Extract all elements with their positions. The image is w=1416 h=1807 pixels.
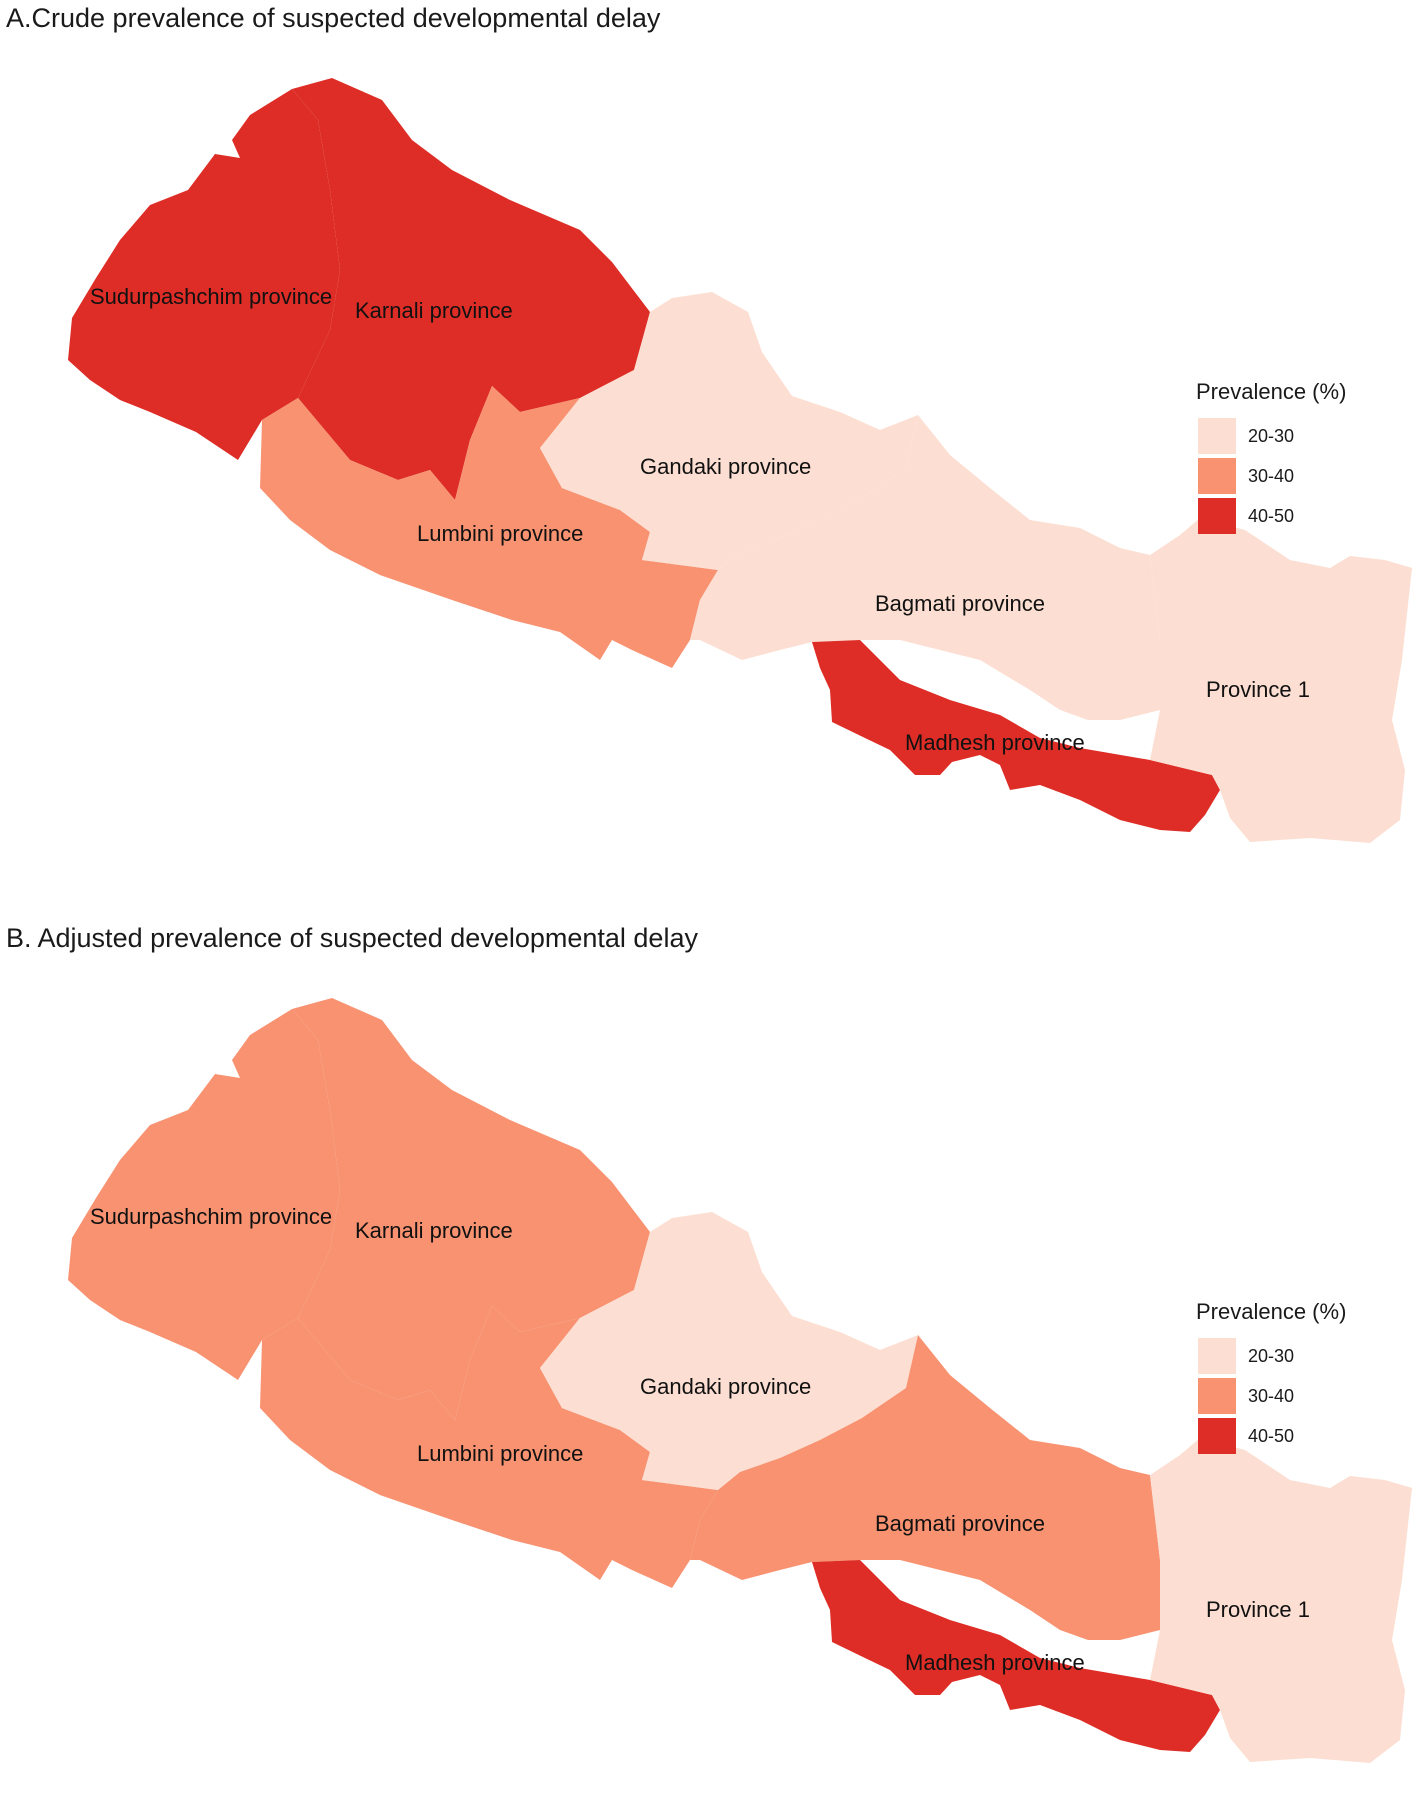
province-gandaki — [540, 1212, 918, 1490]
province-sudurpashchim — [68, 1009, 340, 1380]
province-label: Gandaki province — [640, 1374, 811, 1399]
legend-label: 40-50 — [1248, 505, 1295, 526]
province-sudurpashchim — [68, 89, 340, 460]
legend-label: 30-40 — [1248, 465, 1295, 486]
province-label: Gandaki province — [640, 454, 811, 479]
legend-item: 40-50 — [1196, 1416, 1386, 1456]
province-label: Province 1 — [1206, 677, 1310, 702]
legend-label: 30-40 — [1248, 1385, 1295, 1406]
nepal-map: Sudurpashchim province Karnali province … — [68, 78, 1412, 843]
province-label: Lumbini province — [417, 521, 583, 546]
province-bagmati — [690, 415, 1160, 720]
province-karnali — [292, 998, 650, 1420]
province-1 — [1150, 1438, 1412, 1763]
legend-item: 40-50 — [1196, 496, 1386, 536]
legend-label: 20-30 — [1248, 425, 1295, 446]
nepal-map: Sudurpashchim province Karnali province … — [68, 998, 1412, 1763]
province-bagmati — [690, 1335, 1160, 1640]
province-label: Bagmati province — [875, 591, 1045, 616]
province-madhesh — [812, 640, 1220, 832]
legend-swatch — [1198, 1418, 1236, 1454]
province-label: Madhesh province — [905, 1650, 1085, 1675]
province-label: Sudurpashchim province — [90, 284, 332, 309]
province-gandaki — [540, 292, 918, 570]
legend-item: 30-40 — [1196, 456, 1386, 496]
province-karnali — [292, 78, 650, 500]
legend-item: 30-40 — [1196, 1376, 1386, 1416]
legend-title: Prevalence (%) — [1196, 1299, 1347, 1324]
province-label: Madhesh province — [905, 730, 1085, 755]
legend: Prevalence (%) 20-30 30-40 40-50 — [1196, 1298, 1386, 1456]
province-label: Lumbini province — [417, 1441, 583, 1466]
province-label: Sudurpashchim province — [90, 1204, 332, 1229]
province-lumbini — [260, 1306, 718, 1588]
legend-label: 40-50 — [1248, 1425, 1295, 1446]
legend-swatch — [1198, 1338, 1236, 1374]
legend-title: Prevalence (%) — [1196, 379, 1347, 404]
province-lumbini — [260, 386, 718, 668]
legend-item: 20-30 — [1196, 1336, 1386, 1376]
legend-swatch — [1198, 458, 1236, 494]
legend: Prevalence (%) 20-30 30-40 40-50 — [1196, 378, 1386, 536]
legend-item: 20-30 — [1196, 416, 1386, 456]
province-madhesh — [812, 1560, 1220, 1752]
province-label: Karnali province — [355, 298, 513, 323]
legend-swatch — [1198, 498, 1236, 534]
province-label: Bagmati province — [875, 1511, 1045, 1536]
map-panel-crude: A.Crude prevalence of suspected developm… — [0, 0, 1416, 887]
panel-title: B. Adjusted prevalence of suspected deve… — [6, 923, 698, 953]
map-panel-adjusted: B. Adjusted prevalence of suspected deve… — [0, 920, 1416, 1807]
legend-label: 20-30 — [1248, 1345, 1295, 1366]
legend-swatch — [1198, 418, 1236, 454]
province-label: Province 1 — [1206, 1597, 1310, 1622]
legend-swatch — [1198, 1378, 1236, 1414]
province-1 — [1150, 518, 1412, 843]
panel-title: A.Crude prevalence of suspected developm… — [6, 3, 661, 33]
province-label: Karnali province — [355, 1218, 513, 1243]
